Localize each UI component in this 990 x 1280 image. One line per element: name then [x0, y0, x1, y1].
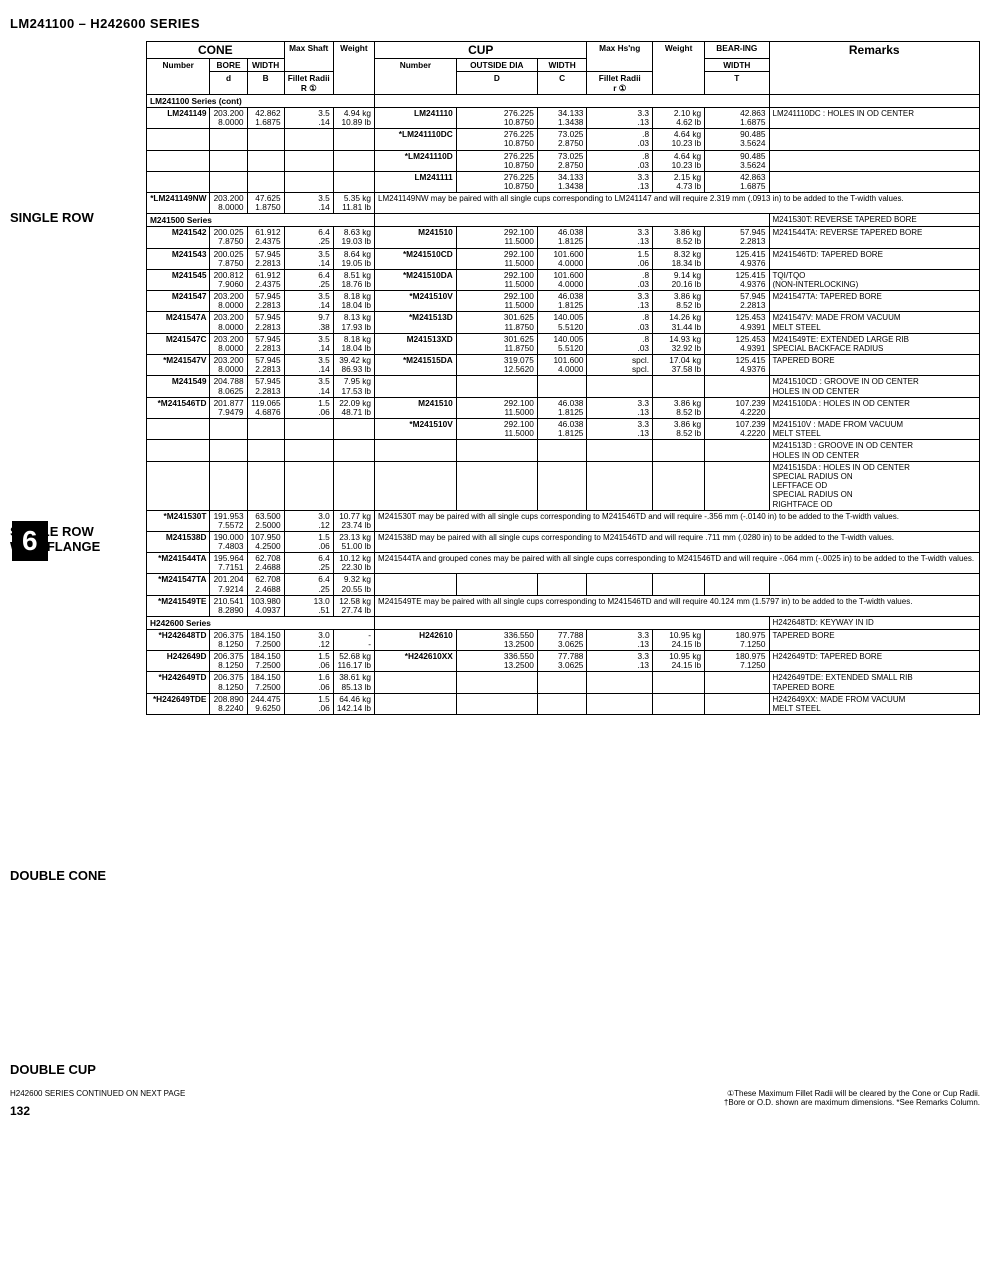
table-row: *M241544TA 195.9647.7151 62.7082.4688 6.…: [147, 553, 980, 574]
page-title: LM241100 – H242600 SERIES: [10, 16, 980, 31]
hdr-width-T: WIDTH: [705, 59, 769, 72]
hdr-remarks: Remarks: [769, 42, 980, 95]
label-double-cone: DOUBLE CONE: [10, 869, 140, 883]
table-row: *M241549TE 210.5418.2890 103.9804.0937 1…: [147, 595, 980, 616]
table-row: M241500 SeriesM241530T: REVERSE TAPERED …: [147, 214, 980, 227]
table-row: *LM241149NW 203.2008.0000 47.6251.8750 3…: [147, 193, 980, 214]
hdr-weight-cone: Weight: [333, 42, 374, 95]
table-row: M241549 204.7888.0625 57.9452.2813 3.5.1…: [147, 376, 980, 397]
hdr-maxhsg: Max Hs'ng: [587, 42, 653, 72]
table-row: *LM241110D 276.22510.8750 73.0252.8750 .…: [147, 150, 980, 171]
sidebar: 6 SINGLE ROW SINGLE ROWWITH FLANGE DOUBL…: [10, 41, 140, 1077]
foot-note-1: ①These Maximum Fillet Radii will be clea…: [724, 1089, 980, 1098]
hdr-maxshaft: Max Shaft: [284, 42, 333, 72]
hdr-C: C: [537, 72, 587, 95]
hdr-fillet-R: Fillet RadiiR ①: [284, 72, 333, 95]
bearing-table: CONE Max Shaft Weight CUP Max Hs'ng Weig…: [146, 41, 980, 715]
table-row: M241538D 190.0007.4803 107.9504.2500 1.5…: [147, 531, 980, 552]
label-single-row: SINGLE ROW: [10, 211, 140, 225]
hdr-D: D: [456, 72, 537, 95]
hdr-cup: CUP: [375, 42, 587, 59]
table-row: *M241530T 191.9537.5572 63.5002.5000 3.0…: [147, 510, 980, 531]
table-row: *H242649TD 206.3758.1250 184.1507.2500 1…: [147, 672, 980, 693]
table-row: *H242648TD 206.3758.1250 184.1507.2500 3…: [147, 629, 980, 650]
table-row: *M241547V 203.2008.0000 57.9452.2813 3.5…: [147, 355, 980, 376]
hdr-od: OUTSIDE DIA: [456, 59, 537, 72]
hdr-bore: BORE: [210, 59, 247, 72]
table-row: H242600 SeriesH242648TD: KEYWAY IN ID: [147, 616, 980, 629]
table-row: M241542 200.0257.8750 61.9122.4375 6.4.2…: [147, 227, 980, 248]
section-number: 6: [12, 521, 48, 561]
table-row: M241547A 203.2008.0000 57.9452.2813 9.7.…: [147, 312, 980, 333]
hdr-B: B: [247, 72, 284, 95]
table-row: M241547C 203.2008.0000 57.9452.2813 3.5.…: [147, 333, 980, 354]
hdr-width: WIDTH: [247, 59, 284, 72]
table-row: *LM241110DC 276.22510.8750 73.0252.8750 …: [147, 129, 980, 150]
table-row: LM241149 203.2008.0000 42.8621.6875 3.5.…: [147, 108, 980, 129]
footer: H242600 SERIES CONTINUED ON NEXT PAGE 13…: [10, 1089, 980, 1118]
table-row: *M241546TD 201.8777.9479 119.0654.6876 1…: [147, 397, 980, 418]
table-row: *M241547TA 201.2047.9214 62.7082.4688 6.…: [147, 574, 980, 595]
page-number: 132: [10, 1104, 185, 1118]
hdr-bearing: BEAR-ING: [705, 42, 769, 59]
table-row: *M241510V 292.10011.5000 46.0381.8125 3.…: [147, 419, 980, 440]
hdr-width-cup: WIDTH: [537, 59, 587, 72]
foot-note-2: †Bore or O.D. shown are maximum dimensio…: [724, 1098, 980, 1107]
table-row: M241547 203.2008.0000 57.9452.2813 3.5.1…: [147, 291, 980, 312]
table-row: *H242649TDE 208.8908.2240 244.4759.6250 …: [147, 693, 980, 714]
hdr-d: d: [210, 72, 247, 95]
hdr-weight-cup: Weight: [653, 42, 705, 95]
hdr-cone: CONE: [147, 42, 285, 59]
foot-continued: H242600 SERIES CONTINUED ON NEXT PAGE: [10, 1089, 185, 1098]
table-row: M241513D : GROOVE IN OD CENTERHOLES IN O…: [147, 440, 980, 461]
table-row: M241543 200.0257.8750 57.9452.2813 3.5.1…: [147, 248, 980, 269]
hdr-fillet-r: Fillet Radiir ①: [587, 72, 653, 95]
table-row: LM241100 Series (cont): [147, 95, 980, 108]
label-double-cup: DOUBLE CUP: [10, 1063, 140, 1077]
hdr-T: T: [705, 72, 769, 95]
hdr-number-cup: Number: [375, 59, 457, 95]
hdr-number: Number: [147, 59, 210, 95]
table-row: H242649D 206.3758.1250 184.1507.2500 1.5…: [147, 651, 980, 672]
table-row: M241515DA : HOLES IN OD CENTERSPECIAL RA…: [147, 461, 980, 510]
table-row: LM241111 276.22510.8750 34.1331.3438 3.3…: [147, 171, 980, 192]
table-row: M241545 200.8127.9060 61.9122.4375 6.4.2…: [147, 269, 980, 290]
